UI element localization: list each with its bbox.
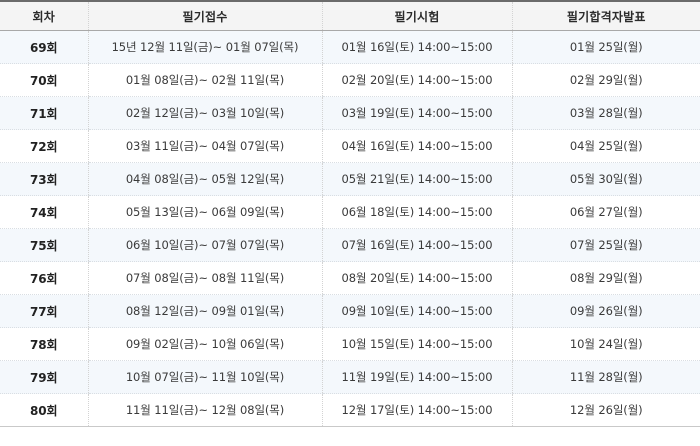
- table-header-row: 회차 필기접수 필기시험 필기합격자발표: [0, 1, 700, 31]
- cell-round: 78회: [0, 327, 88, 361]
- cell-apply: 15년 12월 11일(금)~ 01월 07일(목): [87, 30, 322, 64]
- cell-result: 03월 28일(월): [511, 96, 700, 130]
- table-body: 69회 15년 12월 11일(금)~ 01월 07일(목) 01월 16일(토…: [0, 30, 700, 427]
- table-row: 76회 07월 08일(금)~ 08월 11일(목) 08월 20일(토) 14…: [0, 261, 700, 295]
- table-row: 69회 15년 12월 11일(금)~ 01월 07일(목) 01월 16일(토…: [0, 30, 700, 64]
- cell-result: 05월 30일(월): [511, 162, 700, 196]
- table-row: 77회 08월 12일(금)~ 09월 01일(목) 09월 10일(토) 14…: [0, 294, 700, 328]
- cell-result: 01월 25일(월): [511, 30, 700, 64]
- cell-round: 80회: [0, 393, 88, 427]
- cell-round: 77회: [0, 294, 88, 328]
- cell-exam: 11월 19일(토) 14:00~15:00: [321, 360, 512, 394]
- cell-result: 10월 24일(월): [511, 327, 700, 361]
- cell-apply: 05월 13일(금)~ 06월 09일(목): [87, 195, 322, 229]
- column-header-apply: 필기접수: [87, 1, 322, 31]
- cell-apply: 03월 11일(금)~ 04월 07일(목): [87, 129, 322, 163]
- exam-schedule-table: 회차 필기접수 필기시험 필기합격자발표 69회 15년 12월 11일(금)~…: [0, 0, 700, 427]
- cell-apply: 08월 12일(금)~ 09월 01일(목): [87, 294, 322, 328]
- cell-apply: 07월 08일(금)~ 08월 11일(목): [87, 261, 322, 295]
- cell-exam: 07월 16일(토) 14:00~15:00: [321, 228, 512, 262]
- table-header: 회차 필기접수 필기시험 필기합격자발표: [0, 1, 700, 31]
- cell-round: 74회: [0, 195, 88, 229]
- table-row: 70회 01월 08일(금)~ 02월 11일(목) 02월 20일(토) 14…: [0, 63, 700, 97]
- cell-exam: 08월 20일(토) 14:00~15:00: [321, 261, 512, 295]
- table-row: 79회 10월 07일(금)~ 11월 10일(목) 11월 19일(토) 14…: [0, 360, 700, 394]
- cell-exam: 09월 10일(토) 14:00~15:00: [321, 294, 512, 328]
- cell-exam: 06월 18일(토) 14:00~15:00: [321, 195, 512, 229]
- cell-round: 76회: [0, 261, 88, 295]
- cell-exam: 10월 15일(토) 14:00~15:00: [321, 327, 512, 361]
- cell-result: 08월 29일(월): [511, 261, 700, 295]
- cell-exam: 05월 21일(토) 14:00~15:00: [321, 162, 512, 196]
- table-row: 73회 04월 08일(금)~ 05월 12일(목) 05월 21일(토) 14…: [0, 162, 700, 196]
- table-row: 80회 11월 11일(금)~ 12월 08일(목) 12월 17일(토) 14…: [0, 393, 700, 427]
- column-header-round: 회차: [0, 1, 88, 31]
- cell-result: 11월 28일(월): [511, 360, 700, 394]
- table-row: 75회 06월 10일(금)~ 07월 07일(목) 07월 16일(토) 14…: [0, 228, 700, 262]
- cell-result: 02월 29일(월): [511, 63, 700, 97]
- table-bottom-spacer: [0, 427, 700, 443]
- cell-round: 73회: [0, 162, 88, 196]
- cell-round: 79회: [0, 360, 88, 394]
- cell-apply: 04월 08일(금)~ 05월 12일(목): [87, 162, 322, 196]
- cell-round: 69회: [0, 30, 88, 64]
- cell-apply: 11월 11일(금)~ 12월 08일(목): [87, 393, 322, 427]
- cell-apply: 01월 08일(금)~ 02월 11일(목): [87, 63, 322, 97]
- cell-round: 71회: [0, 96, 88, 130]
- table-row: 74회 05월 13일(금)~ 06월 09일(목) 06월 18일(토) 14…: [0, 195, 700, 229]
- cell-result: 04월 25일(월): [511, 129, 700, 163]
- cell-result: 12월 26일(월): [511, 393, 700, 427]
- cell-round: 72회: [0, 129, 88, 163]
- cell-exam: 01월 16일(토) 14:00~15:00: [321, 30, 512, 64]
- table-row: 72회 03월 11일(금)~ 04월 07일(목) 04월 16일(토) 14…: [0, 129, 700, 163]
- cell-result: 09월 26일(월): [511, 294, 700, 328]
- cell-result: 07월 25일(월): [511, 228, 700, 262]
- cell-exam: 12월 17일(토) 14:00~15:00: [321, 393, 512, 427]
- cell-apply: 09월 02일(금)~ 10월 06일(목): [87, 327, 322, 361]
- cell-round: 75회: [0, 228, 88, 262]
- cell-apply: 10월 07일(금)~ 11월 10일(목): [87, 360, 322, 394]
- column-header-result: 필기합격자발표: [511, 1, 700, 31]
- cell-exam: 03월 19일(토) 14:00~15:00: [321, 96, 512, 130]
- cell-exam: 04월 16일(토) 14:00~15:00: [321, 129, 512, 163]
- cell-round: 70회: [0, 63, 88, 97]
- cell-exam: 02월 20일(토) 14:00~15:00: [321, 63, 512, 97]
- table-row: 71회 02월 12일(금)~ 03월 10일(목) 03월 19일(토) 14…: [0, 96, 700, 130]
- cell-apply: 06월 10일(금)~ 07월 07일(목): [87, 228, 322, 262]
- column-header-exam: 필기시험: [321, 1, 512, 31]
- table-row: 78회 09월 02일(금)~ 10월 06일(목) 10월 15일(토) 14…: [0, 327, 700, 361]
- cell-apply: 02월 12일(금)~ 03월 10일(목): [87, 96, 322, 130]
- cell-result: 06월 27일(월): [511, 195, 700, 229]
